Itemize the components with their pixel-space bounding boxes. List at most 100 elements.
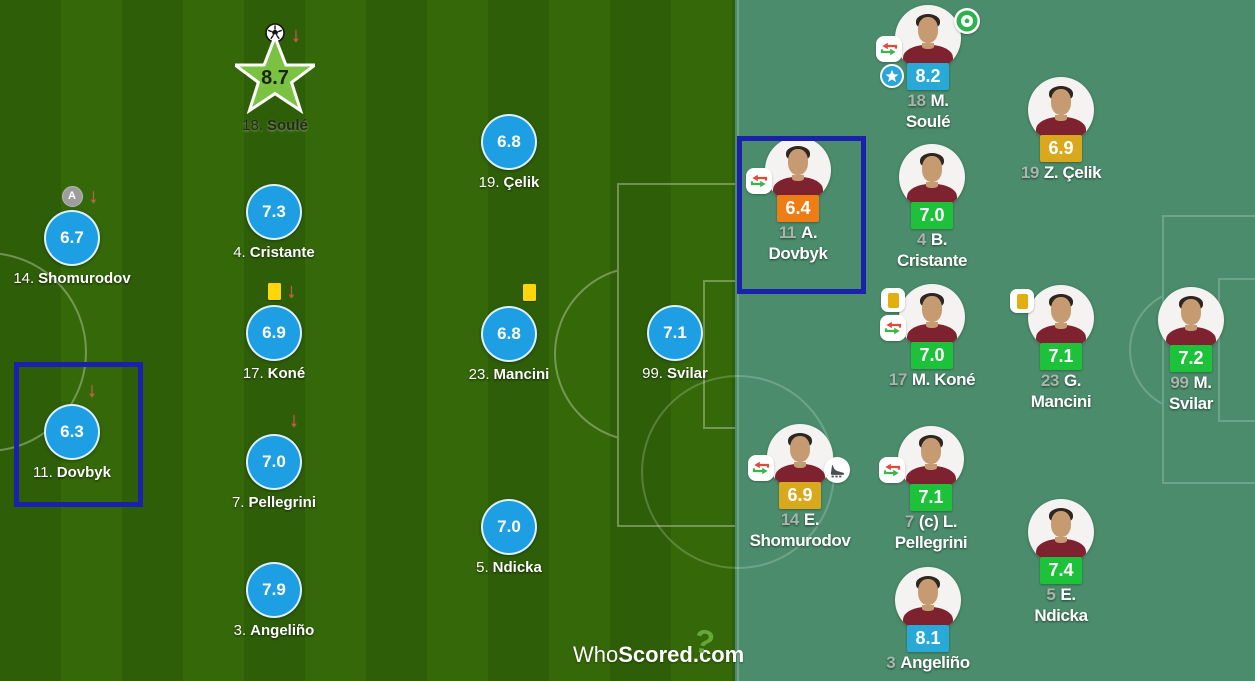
player-name: Mancini [493,366,550,383]
player-label-line1: 18 M. [818,91,1038,111]
logo-text-scored: Scored [618,642,693,667]
player-name-part: (c) L. [918,512,958,531]
player-label: 23. Mancini [384,366,634,383]
player-number: 23. [468,366,490,383]
player-status-icons: ↓ [209,408,379,432]
player-number: 14 [780,510,800,529]
player-name: Pellegrini [248,494,317,511]
player-name: Soulé [267,117,308,134]
player-rating-circle: 6.9 [246,305,302,361]
whoscored-logo: WhoScored.com ? [573,621,745,668]
player-number: 17 [888,370,908,389]
man-of-match-star-icon [880,64,904,88]
player-card-svilar[interactable]: 7.2 99 M. Svilar [1126,287,1255,419]
player-label-line1: 7 (c) L. [821,512,1041,532]
player-label-line1: 14 E. [690,510,910,530]
yellow-card-icon [267,282,281,300]
player-rating-badge: 7.1 [910,484,952,511]
player-card-shomurodov[interactable]: A ↓ 6.7 14. Shomurodov [0,148,157,308]
player-card-angelino[interactable]: 8.1 3 Angeliño [863,567,993,681]
player-number: 7 [904,512,914,531]
player-rating-circle: 7.0 [481,499,537,555]
player-label-line2: Mancini [1030,392,1092,411]
player-card-svilar[interactable]: 7.1 99. Svilar [590,243,760,403]
player-rating: 7.1 [663,323,687,342]
player-card-pellegrini[interactable]: 7.1 7 (c) L. Pellegrini [866,426,996,558]
player-label-line2: Shomurodov [749,531,851,550]
yellow-card-icon [1010,289,1034,313]
player-name-part: E. [803,510,820,529]
player-label-line1: 3 Angeliño [818,653,1038,673]
player-name: Svilar [666,365,708,382]
player-number: 7. [231,494,245,511]
player-number: 18 [907,91,926,110]
substitution-swap-icon [879,457,905,483]
player-name-part: G. [1063,371,1082,390]
player-label: 3. Angeliño [149,622,399,639]
player-number: 3 [886,653,896,672]
player-label: 11. Dovbyk [0,464,197,481]
motm-star-rating: 8.7 [230,32,320,115]
player-rating-circle: 6.3 [44,404,100,460]
player-label-line1: 11 A. [688,223,908,243]
player-label-line1: 4 B. [822,230,1042,250]
player-label-line1: 17 M. Koné [822,370,1042,390]
halfway-line [737,0,739,681]
player-name-part: M. [1193,373,1212,392]
player-name-part: Z. Çelik [1043,163,1102,182]
player-card-pellegrini[interactable]: ↓ 7.0 7. Pellegrini [189,372,359,532]
player-name: Dovbyk [56,464,111,481]
player-rating-circle: 6.8 [481,114,537,170]
player-number: 5. [476,559,489,576]
player-card-dovbyk[interactable]: 6.4 11 A. Dovbyk [733,137,863,269]
player-number: 19. [478,174,500,191]
player-card-ndicka[interactable]: 7.4 5 E. Ndicka [996,499,1126,631]
player-card-mancini[interactable]: 7.1 23 G. Mancini [996,285,1126,417]
player-card-cristante[interactable]: 7.3 4. Cristante [189,122,359,282]
player-rating: 7.0 [497,517,521,536]
player-number: 99 [1170,373,1189,392]
player-rating-badge: 6.4 [777,195,819,222]
substitution-swap-icon [876,36,902,62]
player-card-cristante[interactable]: 7.0 4 B. Cristante [867,144,997,276]
player-label: 18. Soulé [150,117,400,134]
player-rating-circle: 7.1 [647,305,703,361]
player-name-part: E. [1060,585,1076,604]
player-label-line2: Dovbyk [768,244,828,263]
player-rating-badge: 7.0 [911,202,953,229]
player-label: 7. Pellegrini [149,494,399,511]
player-card-angelino[interactable]: 7.9 3. Angeliño [189,500,359,660]
player-rating: 6.8 [497,324,521,343]
player-rating: 7.3 [262,202,286,221]
substitution-swap-icon [748,455,774,481]
player-card-shomurodov[interactable]: 6.9 14 E. Shomurodov [735,424,865,556]
player-rating-badge: 7.4 [1040,557,1082,584]
player-number: 19 [1020,163,1040,182]
player-card-celik[interactable]: 6.9 19 Z. Çelik [996,77,1126,209]
rating-drop-arrow-icon: ↓ [87,379,97,401]
player-card-soule[interactable]: ↓ 8.7 18. Soulé [190,0,360,147]
player-label: 14. Shomurodov [0,270,197,287]
logo-text-com: com [698,642,745,667]
player-name-part: B. [930,230,948,249]
player-photo [1028,77,1094,143]
player-card-kone[interactable]: ↓ 6.9 17. Koné [189,243,359,403]
player-name-part: A. [800,223,818,242]
assist-a-icon: A [61,185,83,207]
player-photo [895,5,961,71]
player-rating: 6.3 [60,422,84,441]
player-name-part: M. Koné [911,370,976,389]
player-card-kone[interactable]: 7.0 17 M. Koné [867,284,997,416]
substitution-swap-icon [880,315,906,341]
player-number: 23 [1040,371,1060,390]
player-number: 17. [242,365,264,382]
pitch-ratings-view: WhoScored.com ? [0,0,744,681]
player-card-soule[interactable]: 8.2 18 M. Soulé [863,5,993,137]
player-label: 19. Çelik [384,174,634,191]
player-photo [899,284,965,350]
player-card-dovbyk[interactable]: ↓ 6.3 11. Dovbyk [0,342,157,502]
player-photo [899,144,965,210]
player-card-mancini[interactable]: 6.8 23. Mancini [424,244,594,404]
player-card-celik[interactable]: 6.8 19. Çelik [424,52,594,212]
player-card-ndicka[interactable]: 7.0 5. Ndicka [424,437,594,597]
